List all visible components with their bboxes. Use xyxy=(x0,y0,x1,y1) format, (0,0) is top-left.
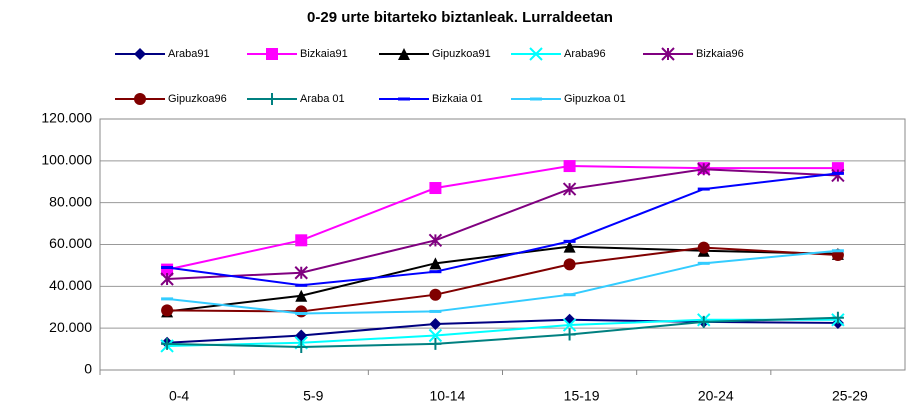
data-point xyxy=(831,311,844,324)
data-point xyxy=(429,182,442,195)
series-line xyxy=(167,168,838,281)
data-point xyxy=(295,312,308,316)
series-line xyxy=(166,172,839,287)
data-point xyxy=(295,305,308,318)
data-point xyxy=(563,240,576,253)
data-point xyxy=(295,283,308,287)
data-point xyxy=(161,337,174,350)
legend-marker xyxy=(661,47,675,61)
legend-marker xyxy=(530,97,542,101)
series-line xyxy=(166,245,838,313)
legend-label: Araba96 xyxy=(564,48,606,60)
legend-label: Bizkaia91 xyxy=(300,48,348,60)
y-tick-label: 40.000 xyxy=(49,277,92,293)
data-point xyxy=(161,266,174,270)
data-point xyxy=(697,261,710,265)
legend-label: Araba 01 xyxy=(300,93,345,105)
x-tick-label: 15-19 xyxy=(564,388,600,404)
legend-label: Araba91 xyxy=(168,48,210,60)
y-tick-label: 0 xyxy=(84,361,92,377)
legend-label: Bizkaia 01 xyxy=(432,93,483,105)
data-point xyxy=(831,249,844,253)
data-point xyxy=(429,309,442,313)
y-tick-label: 60.000 xyxy=(49,235,92,251)
data-point xyxy=(428,328,443,343)
legend-marker xyxy=(398,97,410,101)
legend-marker xyxy=(398,48,410,60)
legend-label: Gipuzkoa96 xyxy=(168,93,227,105)
data-point xyxy=(429,337,442,350)
data-point xyxy=(563,258,576,271)
data-point xyxy=(563,293,576,297)
data-point xyxy=(295,234,308,247)
series-line xyxy=(167,316,838,348)
data-point xyxy=(428,233,443,248)
legend-marker xyxy=(266,93,278,105)
chart-title: 0-29 urte bitarteko biztanleak. Lurralde… xyxy=(307,9,613,26)
data-point xyxy=(562,318,577,332)
data-point xyxy=(697,315,710,328)
series-line xyxy=(166,249,839,315)
data-point xyxy=(429,288,442,301)
data-point xyxy=(697,241,710,254)
data-point xyxy=(563,328,576,341)
data-point xyxy=(429,257,442,270)
data-point xyxy=(295,289,308,302)
y-tick-label: 20.000 xyxy=(49,319,92,335)
legend-label: Bizkaia96 xyxy=(696,48,744,60)
legend-label: Gipuzkoa 01 xyxy=(564,93,626,105)
data-point xyxy=(563,160,576,173)
data-point xyxy=(563,239,576,243)
data-point xyxy=(831,168,845,183)
legend-label: Gipuzkoa91 xyxy=(432,48,491,60)
data-point xyxy=(429,270,442,274)
data-point xyxy=(161,297,174,301)
series-line xyxy=(167,318,838,347)
x-tick-label: 5-9 xyxy=(303,388,323,404)
data-point xyxy=(697,162,711,176)
y-tick-label: 100.000 xyxy=(41,152,92,168)
data-point xyxy=(429,317,442,330)
legend-marker xyxy=(266,48,278,60)
x-tick-label: 25-29 xyxy=(832,388,868,404)
series-line xyxy=(166,165,838,271)
y-tick-label: 120.000 xyxy=(41,110,92,126)
data-point xyxy=(295,340,308,353)
legend-marker xyxy=(134,48,146,60)
legend-marker xyxy=(134,93,146,105)
x-tick-label: 20-24 xyxy=(698,388,734,404)
x-tick-label: 10-14 xyxy=(430,388,466,404)
y-tick-label: 80.000 xyxy=(49,193,92,209)
data-point xyxy=(831,171,844,175)
data-point xyxy=(294,266,308,280)
data-point xyxy=(160,272,174,286)
data-point xyxy=(697,187,710,191)
data-point xyxy=(161,304,174,317)
legend-marker xyxy=(529,47,543,61)
x-tick-label: 0-4 xyxy=(169,388,189,404)
data-point xyxy=(562,182,577,196)
